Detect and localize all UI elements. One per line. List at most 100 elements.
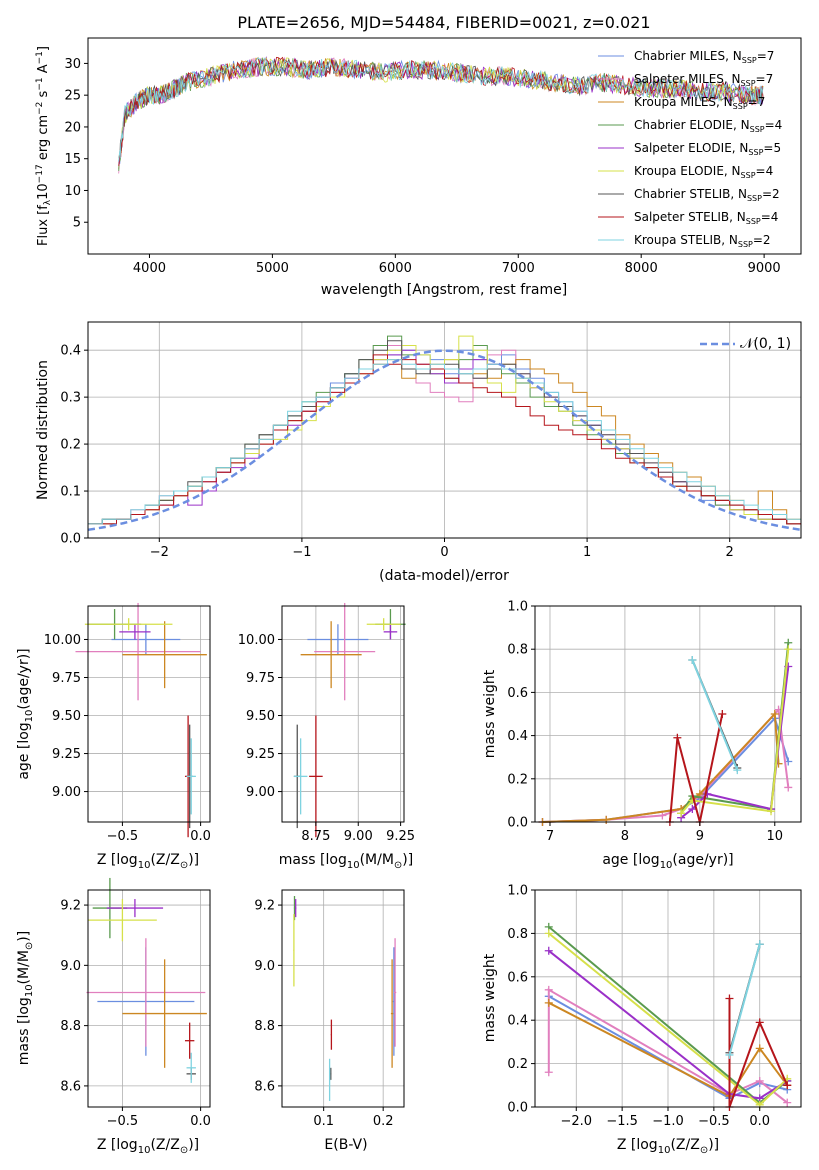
mass-vs-ebv-frame	[281, 889, 405, 1108]
weight-line	[728, 944, 761, 1056]
weight-marker	[544, 985, 553, 994]
figure-title: PLATE=2656, MJD=54484, FIBERID=0021, z=0…	[237, 13, 650, 32]
xtick-label: 0.1	[313, 1114, 334, 1129]
xtick-label: 0.0	[749, 1114, 770, 1129]
xtick-label: 0	[440, 545, 448, 560]
legend-label: Chabrier STELIB, NSSP=2	[634, 187, 780, 203]
weight-vs-age-plot-area	[535, 605, 801, 826]
xtick-label: −1	[292, 545, 311, 560]
ytick-label: 8.6	[254, 1079, 275, 1094]
xtick-label: −0.5	[698, 1114, 730, 1129]
weight-marker	[658, 811, 667, 820]
histogram-step	[87, 354, 801, 538]
weight-vs-metallicity-panel: −2.0 −1.5 −1.0 −0.5 0.0 0.0 0.2 0.4 0.6 0.8 1.0 Z …	[482, 884, 802, 1156]
age-vs-mass-frame	[281, 605, 405, 823]
age-vs-mass-panel: 8.75 9.00 9.25 9.00 9.25 9.50 9.75 10.00 mass […	[238, 602, 415, 871]
weight-marker	[544, 929, 553, 938]
ytick-label: 1.0	[507, 884, 528, 899]
weight-line	[542, 711, 780, 823]
mass-vs-metallicity-frame	[87, 889, 211, 1108]
weight-marker	[602, 815, 611, 824]
mass-vs-metallicity-axes: −0.5 0.0 8.6 8.8 9.0 9.2	[60, 899, 211, 1129]
xtick-label: −1.5	[606, 1114, 638, 1129]
xtick-label: −0.5	[107, 1114, 139, 1129]
ytick-label: 8.8	[254, 1019, 275, 1034]
weight-line	[668, 713, 724, 823]
ytick-label: 10	[64, 184, 81, 199]
xtick-label: 10	[767, 829, 784, 844]
legend-label: Kroupa STELIB, NSSP=2	[634, 233, 771, 249]
spectrum-xlabel: wavelength [Angstrom, rest frame]	[321, 282, 567, 298]
age-vs-metallicity-ylabel: age [log10(age/yr)]	[16, 648, 35, 779]
weight-marker	[544, 1068, 553, 1077]
weight-vs-metallicity-ylabel: mass weight	[482, 953, 498, 1042]
spectrum-line	[118, 56, 764, 164]
xtick-label: 0.2	[373, 1114, 394, 1129]
ytick-label: 0.8	[507, 927, 528, 942]
mass-vs-metallicity-ylabel: mass [log10(M/M⊙)]	[16, 931, 35, 1065]
xtick-label: 9.25	[386, 829, 415, 844]
mass-vs-metallicity-plot-area	[86, 877, 210, 1107]
weight-marker	[755, 1044, 764, 1053]
age-vs-metallicity-frame	[87, 605, 211, 823]
ytick-label: 9.2	[254, 899, 275, 914]
spectrum-frame	[87, 37, 802, 255]
mass-vs-ebv-xlabel: E(B-V)	[324, 1137, 367, 1153]
age-vs-mass-axes: 8.75 9.00 9.25 9.00 9.25 9.50 9.75 10.00	[238, 633, 415, 844]
weight-vs-age-frame	[534, 605, 802, 823]
xtick-label: −2.0	[560, 1114, 592, 1129]
xtick-label: 7000	[502, 261, 535, 276]
ytick-label: 0.6	[507, 970, 528, 985]
spectrum-panel: 4000 5000 6000 7000 8000 9000 5 10 15 20 25 30 wave…	[35, 37, 802, 298]
weight-line	[548, 950, 788, 1100]
legend-label: Kroupa ELODIE, NSSP=4	[634, 164, 773, 180]
xtick-label: 7	[546, 829, 554, 844]
ytick-label: 5	[73, 216, 81, 231]
weight-vs-age-axes: 7 8 9 10 0.0 0.2 0.4 0.6 0.8 1.0	[507, 600, 783, 845]
ytick-label: 0.2	[507, 772, 528, 787]
legend-label: Salpeter MILES, NSSP=7	[634, 72, 773, 88]
weight-marker	[688, 805, 697, 814]
weight-line	[680, 642, 790, 814]
weight-line	[691, 659, 739, 771]
weight-vs-age-ylabel: mass weight	[482, 669, 498, 758]
weight-vs-metallicity-plot-area	[535, 889, 801, 1111]
ytick-label: 0.6	[507, 686, 528, 701]
mass-vs-metallicity-xlabel: Z [log10(Z/Z⊙)]	[97, 1137, 199, 1156]
xtick-label: −2	[150, 545, 169, 560]
weight-marker	[718, 710, 727, 718]
ytick-label: 9.25	[246, 747, 275, 762]
ytick-label: 0.4	[507, 1014, 528, 1029]
weight-marker	[783, 1081, 792, 1090]
xtick-label: 2	[726, 545, 734, 560]
weight-marker	[784, 783, 793, 792]
ytick-label: 9.0	[254, 959, 275, 974]
weight-marker	[755, 1018, 764, 1027]
ytick-label: 9.25	[52, 747, 81, 762]
xtick-label: −1.0	[652, 1114, 684, 1129]
normal-curve-legend-label: 𝒩(0, 1)	[740, 336, 791, 352]
ytick-label: 0.3	[60, 391, 81, 406]
spectrum-line	[118, 57, 764, 162]
residuals-xlabel: (data-model)/error	[379, 568, 509, 584]
xtick-label: 1	[583, 545, 591, 560]
ytick-label: 0.2	[507, 1057, 528, 1072]
ytick-label: 0.0	[60, 532, 81, 547]
residuals-panel: −2 −1 0 1 2 0.0 0.1 0.2 0.3 0.4 (data-model)/erro…	[35, 321, 802, 584]
weight-vs-age-xlabel: age [log10(age/yr)]	[602, 852, 733, 871]
ytick-label: 25	[64, 89, 81, 104]
weight-marker	[725, 1050, 734, 1059]
legend-label: Salpeter STELIB, NSSP=4	[634, 210, 778, 226]
ytick-label: 9.50	[246, 709, 275, 724]
spectrum-legend: Chabrier MILES, NSSP=7 Salpeter MILES, NS…	[598, 49, 782, 249]
legend-label: Salpeter ELODIE, NSSP=5	[634, 141, 781, 157]
xtick-label: 5000	[256, 261, 289, 276]
ytick-label: 8.8	[60, 1019, 81, 1034]
age-vs-mass-xlabel: mass [log10(M/M⊙)]	[279, 852, 413, 871]
weight-marker	[770, 710, 779, 718]
ytick-label: 0.0	[507, 816, 528, 831]
ytick-label: 10.00	[238, 633, 275, 648]
weight-marker	[783, 1098, 792, 1107]
weight-marker	[767, 807, 776, 816]
mass-vs-metallicity-panel: −0.5 0.0 8.6 8.8 9.0 9.2 Z [log10(Z/Z⊙)] mass…	[16, 877, 211, 1156]
